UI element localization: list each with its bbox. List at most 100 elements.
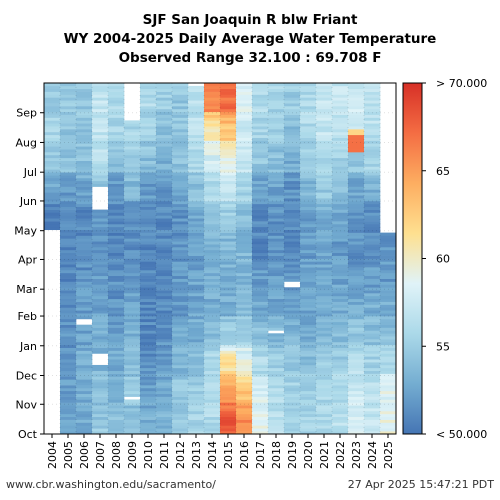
heatmap-cell	[332, 396, 349, 400]
heatmap-cell	[92, 258, 109, 262]
heatmap-cell	[204, 298, 221, 302]
heatmap-cell	[44, 160, 61, 164]
heatmap-cell	[348, 126, 365, 130]
heatmap-cell	[348, 402, 365, 406]
heatmap-cell	[252, 108, 269, 113]
heatmap-cell	[316, 223, 333, 228]
heatmap-cell	[156, 339, 173, 343]
heatmap-cell	[268, 88, 285, 92]
heatmap-cell	[332, 238, 349, 242]
heatmap-cell	[364, 330, 381, 334]
heatmap-cell	[188, 359, 205, 363]
heatmap-cell	[204, 264, 221, 268]
heatmap-cell	[364, 336, 381, 340]
heatmap-cell	[76, 270, 93, 274]
heatmap-cell	[332, 339, 349, 343]
heatmap-cell	[284, 238, 301, 242]
heatmap-cell	[332, 344, 349, 348]
heatmap-cell	[76, 304, 93, 308]
heatmap-cell	[332, 307, 349, 311]
x-tick-label: 2014	[206, 441, 219, 469]
heatmap-cell	[124, 370, 141, 374]
heatmap-cell	[316, 413, 333, 418]
heatmap-cell	[284, 267, 301, 271]
heatmap-cell	[252, 310, 269, 314]
heatmap-cell	[140, 362, 157, 366]
heatmap-cell	[60, 324, 77, 328]
heatmap-cell	[172, 413, 189, 418]
heatmap-cell	[236, 244, 253, 248]
heatmap-cell	[236, 281, 253, 285]
heatmap-cell	[60, 221, 77, 225]
heatmap-cell	[252, 249, 269, 254]
heatmap-cell	[284, 431, 301, 435]
heatmap-cell	[60, 399, 77, 403]
heatmap-cell	[300, 229, 317, 233]
heatmap-cell	[364, 91, 381, 95]
heatmap-cell	[156, 408, 173, 412]
heatmap-cell	[60, 218, 77, 222]
heatmap-cell	[204, 94, 221, 98]
heatmap-cell	[364, 275, 381, 279]
heatmap-cell	[220, 373, 237, 377]
heatmap-cell	[236, 399, 253, 403]
heatmap-cell	[204, 290, 221, 294]
heatmap-cell	[60, 88, 77, 92]
heatmap-cell	[124, 129, 141, 133]
heatmap-cell	[108, 382, 125, 386]
heatmap-cell	[332, 353, 349, 357]
heatmap-cell	[188, 290, 205, 294]
heatmap-cell	[92, 310, 109, 314]
heatmap-cell	[220, 287, 237, 291]
heatmap-cell	[284, 123, 301, 127]
heatmap-cell	[316, 249, 333, 254]
heatmap-cell	[60, 278, 77, 282]
heatmap-cell	[108, 143, 125, 147]
heatmap-cell	[188, 160, 205, 164]
heatmap-cell	[348, 379, 365, 383]
heatmap-cell	[364, 272, 381, 277]
heatmap-cell	[348, 160, 365, 164]
heatmap-cell	[92, 126, 109, 130]
heatmap-cell	[380, 399, 397, 403]
heatmap-cell	[76, 425, 93, 429]
heatmap-cell	[284, 408, 301, 412]
heatmap-cell	[236, 172, 253, 176]
heatmap-cell	[268, 85, 285, 90]
heatmap-cell	[188, 91, 205, 95]
heatmap-cell	[188, 189, 205, 193]
heatmap-cell	[60, 353, 77, 357]
heatmap-cell	[140, 307, 157, 311]
heatmap-cell	[332, 134, 349, 138]
heatmap-cell	[220, 382, 237, 386]
heatmap-cell	[380, 367, 397, 372]
heatmap-cell	[364, 117, 381, 121]
heatmap-cell	[76, 281, 93, 285]
heatmap-cell	[76, 379, 93, 383]
heatmap-cell	[60, 160, 77, 164]
heatmap-cell	[172, 393, 189, 397]
heatmap-cell	[236, 235, 253, 239]
heatmap-cell	[268, 390, 285, 395]
heatmap-cell	[300, 157, 317, 161]
heatmap-cell	[332, 172, 349, 176]
heatmap-cell	[316, 330, 333, 334]
heatmap-cell	[156, 212, 173, 216]
heatmap-cell	[108, 195, 125, 199]
heatmap-cell	[316, 344, 333, 348]
heatmap-cell	[300, 356, 317, 360]
heatmap-cell	[140, 146, 157, 150]
heatmap-cell	[316, 376, 333, 380]
heatmap-cell	[300, 137, 317, 141]
heatmap-cell	[316, 175, 333, 179]
heatmap-cell	[108, 226, 125, 231]
heatmap-cell	[236, 370, 253, 374]
heatmap-cell	[92, 367, 109, 372]
heatmap-cell	[332, 106, 349, 110]
heatmap-cell	[156, 304, 173, 308]
heatmap-cell	[316, 226, 333, 231]
heatmap-cell	[252, 157, 269, 161]
heatmap-cell	[60, 396, 77, 400]
heatmap-cell	[380, 272, 397, 277]
heatmap-cell	[172, 324, 189, 328]
